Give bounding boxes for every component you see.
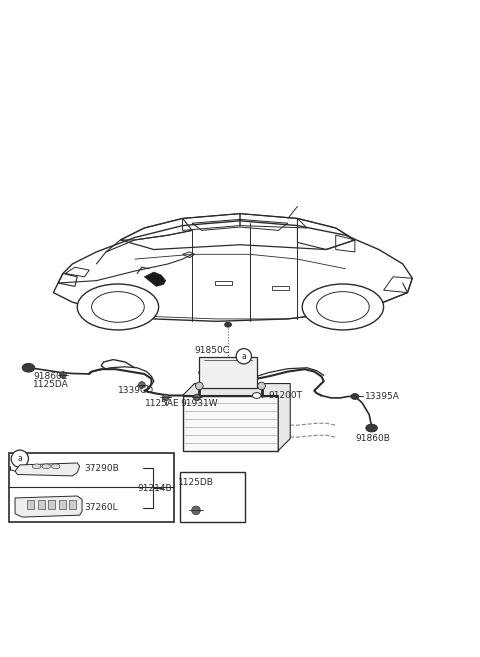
Circle shape [60,372,66,378]
Ellipse shape [252,393,261,398]
Circle shape [236,349,252,364]
Polygon shape [144,272,166,286]
Text: 37290B: 37290B [84,464,119,473]
Text: a: a [241,351,246,361]
Ellipse shape [51,464,60,468]
Circle shape [195,382,203,390]
Bar [272,286,289,290]
Bar [199,357,257,388]
Text: 91860E: 91860E [33,372,68,381]
Polygon shape [53,221,412,321]
Circle shape [258,382,265,390]
Ellipse shape [22,363,35,372]
Text: 91214B: 91214B [137,484,172,493]
Polygon shape [15,496,82,517]
Bar [180,472,245,522]
Circle shape [192,506,200,514]
Ellipse shape [32,464,41,468]
Text: 91200T: 91200T [269,391,303,400]
Polygon shape [15,463,80,476]
Circle shape [11,450,28,467]
Text: 1125DA: 1125DA [33,380,69,389]
Bar [9,453,174,522]
Bar [59,501,66,509]
Bar [48,501,55,509]
Text: 13395A: 13395A [365,392,400,401]
Text: a: a [17,454,22,463]
Circle shape [139,382,145,388]
Text: 1339CD: 1339CD [118,386,154,396]
Text: 1125DB: 1125DB [178,478,214,487]
Text: 91860B: 91860B [356,434,391,443]
Ellipse shape [42,464,50,468]
Bar [215,281,232,285]
Circle shape [162,394,169,401]
Text: 37260L: 37260L [84,503,118,512]
Ellipse shape [302,284,384,330]
Bar [182,396,278,451]
Circle shape [193,394,200,401]
Ellipse shape [351,394,359,399]
Text: 91850C: 91850C [194,346,229,355]
Bar [27,501,34,509]
Ellipse shape [225,323,231,327]
Bar [37,501,45,509]
Ellipse shape [77,284,158,330]
Text: 91931W: 91931W [180,399,218,407]
Ellipse shape [366,424,377,432]
Bar [69,501,76,509]
Polygon shape [182,384,290,451]
Text: 1125AE: 1125AE [145,399,180,407]
